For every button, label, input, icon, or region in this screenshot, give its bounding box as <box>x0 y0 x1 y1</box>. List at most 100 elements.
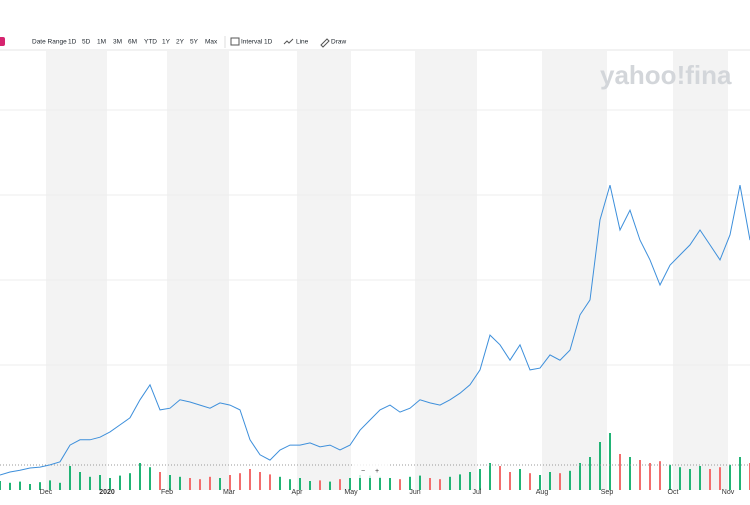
volume-bar <box>279 476 281 490</box>
zoom-out[interactable]: − <box>361 468 365 475</box>
interval[interactable]: Interval <box>241 39 263 46</box>
volume-bar <box>439 479 441 490</box>
range-button[interactable]: 3M <box>113 39 122 46</box>
watermark: yahoo!fina <box>600 60 732 90</box>
volume-bar <box>139 463 141 490</box>
interval-value[interactable]: 1D <box>264 39 273 46</box>
volume-bar <box>39 482 41 490</box>
x-tick-label: Mar <box>223 489 236 496</box>
volume-bar <box>159 472 161 490</box>
volume-bar <box>629 457 631 490</box>
range-button[interactable]: 5D <box>82 39 91 46</box>
x-tick-label: Jul <box>473 489 482 496</box>
x-tick-label: Apr <box>292 489 304 496</box>
volume-bar <box>719 467 721 490</box>
date-range[interactable]: Date Range <box>32 39 67 46</box>
grid <box>0 109 750 366</box>
volume-bar <box>239 473 241 490</box>
volume-bar <box>379 476 381 490</box>
x-tick-label: Aug <box>536 489 549 496</box>
x-tick-label: Nov <box>722 489 735 496</box>
volume-bar <box>609 433 611 490</box>
volume-bar <box>479 469 481 490</box>
volume-bar <box>259 472 261 490</box>
volume-bar <box>79 472 81 490</box>
volume-bar <box>19 481 21 490</box>
volume-bar <box>689 469 691 490</box>
x-tick-label: Feb <box>161 489 173 496</box>
volume-bar <box>729 464 731 490</box>
volume-bar <box>469 472 471 490</box>
draw-icon <box>320 38 330 48</box>
volume-bar <box>179 476 181 490</box>
volume-bar <box>149 467 151 490</box>
month-band <box>673 51 728 490</box>
volume-bar <box>199 479 201 490</box>
volume-bar <box>369 475 371 490</box>
volume-bar <box>309 481 311 490</box>
range-button[interactable]: 1Y <box>162 39 171 46</box>
x-tick-label: Oct <box>668 489 679 496</box>
volume-bar <box>49 480 51 490</box>
volume-bar <box>319 480 321 490</box>
range-button[interactable]: 2Y <box>176 39 185 46</box>
volume-bar <box>269 474 271 490</box>
volume-bar <box>739 457 741 490</box>
x-tick-label: Sep <box>601 489 614 496</box>
volume-bar <box>229 475 231 490</box>
volume-bar <box>419 475 421 490</box>
month-bands <box>46 51 728 490</box>
volume-bar <box>0 481 1 490</box>
volume-bar <box>289 479 291 490</box>
volume-bar <box>349 478 351 490</box>
volume-bar <box>529 473 531 490</box>
range-button[interactable]: 5Y <box>190 39 199 46</box>
range-button[interactable]: YTD <box>144 39 157 46</box>
volume-bar <box>109 478 111 490</box>
volume-bar <box>169 475 171 490</box>
volume-bar <box>209 476 211 490</box>
volume-bar <box>549 472 551 490</box>
volume-bar <box>449 476 451 490</box>
x-tick-label: 2020 <box>99 489 115 496</box>
volume-bar <box>499 466 501 490</box>
volume-bar <box>659 461 661 490</box>
zoom-controls: − + <box>354 464 390 478</box>
volume-bar <box>649 463 651 490</box>
volume-bar <box>569 470 571 490</box>
volume-bar <box>389 478 391 490</box>
volume-bar <box>489 463 491 490</box>
volume-bar <box>639 460 641 490</box>
volume-bar <box>509 472 511 490</box>
range-button[interactable]: 1D <box>68 39 77 46</box>
range-button[interactable]: Max <box>205 39 218 46</box>
range-button[interactable]: 6M <box>128 39 137 46</box>
month-band <box>415 51 477 490</box>
x-tick-label: May <box>344 489 358 496</box>
volume-bar <box>559 473 561 490</box>
volume-bar <box>539 475 541 490</box>
draw[interactable]: Draw <box>331 39 346 46</box>
volume-bar <box>409 476 411 490</box>
range-button[interactable]: 1M <box>97 39 106 46</box>
volume-bar <box>679 467 681 490</box>
volume-bar <box>9 482 11 490</box>
volume-bar <box>669 464 671 490</box>
month-band <box>46 51 107 490</box>
volume-bar <box>359 475 361 490</box>
volume-bar <box>99 475 101 490</box>
interval-icon <box>230 37 240 46</box>
chart-style[interactable]: Line <box>296 39 309 46</box>
volume-bar <box>59 482 61 490</box>
volume-bar <box>219 478 221 490</box>
volume-bar <box>299 478 301 490</box>
volume-bar <box>619 454 621 490</box>
volume-bar <box>699 466 701 490</box>
x-tick-label: Jun <box>409 489 420 496</box>
volume-bar <box>589 457 591 490</box>
volume-bar <box>429 478 431 490</box>
volume-bar <box>709 469 711 490</box>
zoom-in[interactable]: + <box>375 468 379 475</box>
volume-bar <box>129 473 131 490</box>
volume-bar <box>399 479 401 490</box>
